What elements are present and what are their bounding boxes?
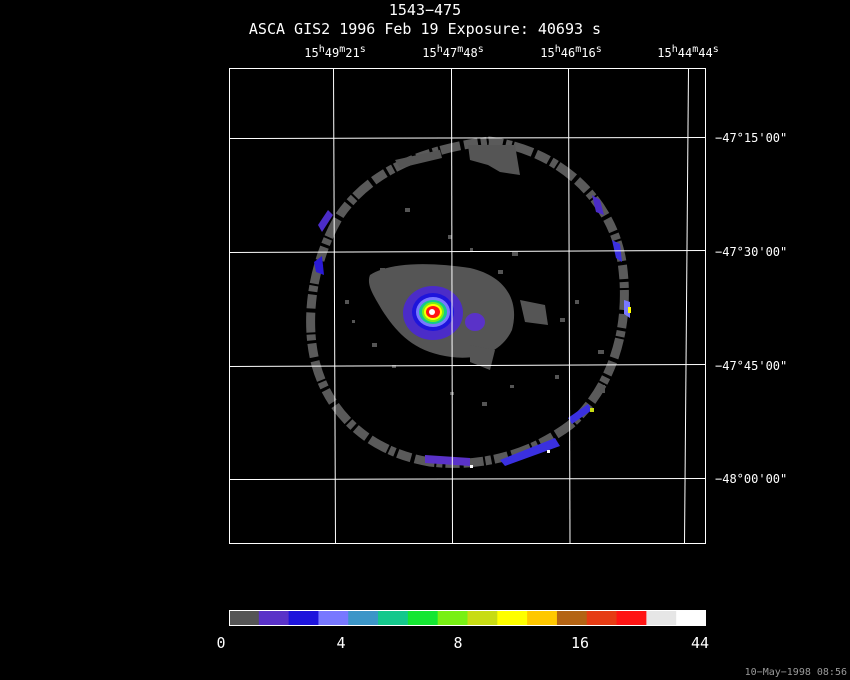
xray-image: [306, 136, 631, 468]
colorbar-tick-label: 0: [216, 634, 226, 652]
timestamp: 10−May−1998 08:56: [744, 667, 847, 678]
colorbar-cell: [586, 610, 618, 626]
colorbar-tick-label: 44: [690, 634, 710, 652]
colorbar-tick-label: 16: [570, 634, 590, 652]
ring-fringe-left: [318, 210, 333, 232]
colorbar-cell: [318, 610, 349, 626]
colorbar-tick-label: 8: [453, 634, 463, 652]
ring-fringe-bottom: [500, 438, 560, 466]
source-level-8: [429, 309, 435, 315]
colorbar-cell: [407, 610, 439, 626]
ring-fringe-right-3: [624, 300, 630, 318]
colorbar-cell: [467, 610, 498, 626]
ra-label: 15h49m21s: [304, 44, 366, 60]
coordinate-grid: [229, 68, 706, 544]
source-diffuse-3: [470, 345, 495, 370]
ra-label: 15h47m48s: [422, 44, 484, 60]
colorbar-cell: [676, 610, 706, 626]
ring-top-patch-2: [395, 150, 442, 168]
source-level-1b: [465, 313, 485, 331]
ring-top-patch: [468, 145, 520, 175]
xray-image-plot: [229, 68, 706, 544]
colorbar-cell: [437, 610, 468, 626]
colorbar-cell: [556, 610, 588, 626]
colorbar: [229, 610, 706, 626]
colorbar-cell: [497, 610, 528, 626]
colorbar-cell: [229, 610, 260, 626]
image-title: 1543−475: [388, 1, 462, 19]
colorbar-cell: [378, 610, 409, 626]
ra-label: 15h46m16s: [540, 44, 602, 60]
dec-label: −47°15'00": [715, 131, 788, 145]
colorbar-cell: [288, 610, 319, 626]
colorbar-cell: [646, 610, 677, 626]
colorbar-tick-label: 4: [336, 634, 346, 652]
colorbar-cell: [527, 610, 558, 626]
colorbar-cell: [616, 610, 647, 626]
colorbar-cell: [258, 610, 290, 626]
ring-fringe-left-2: [314, 256, 324, 275]
ring-fringe-bottom-2: [425, 455, 470, 466]
ring-fringe-right: [592, 195, 604, 215]
colorbar-cell: [348, 610, 379, 626]
dec-label: −47°45'00": [715, 359, 788, 373]
dec-label: −47°30'00": [715, 245, 788, 259]
dec-label: −48°00'00": [715, 472, 788, 486]
source-diffuse-2: [520, 300, 548, 325]
ra-label: 15h44m44s: [657, 44, 719, 60]
ring-fringe-br: [568, 404, 592, 424]
observation-subtitle: ASCA GIS2 1996 Feb 19 Exposure: 40693 s: [248, 20, 602, 38]
